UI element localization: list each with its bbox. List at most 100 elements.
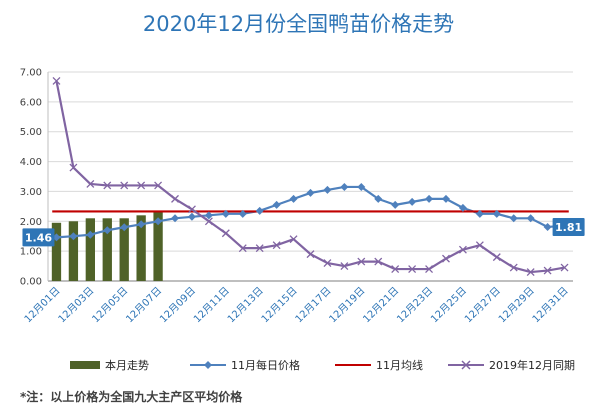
point	[255, 244, 264, 253]
point	[442, 254, 450, 263]
series-line	[55, 80, 565, 274]
y-tick-label: 7.00	[20, 68, 42, 79]
bar	[85, 218, 95, 281]
chart-title: 2020年12月份全国鸭苗价格走势	[142, 12, 455, 36]
point	[543, 222, 552, 231]
callout-label: 1.46	[25, 231, 52, 244]
value-callout: 1.81	[552, 217, 585, 236]
legend-item-nov-daily: 11月每日价格	[190, 357, 300, 373]
point	[137, 181, 146, 190]
y-tick-label: 2.00	[20, 217, 42, 228]
plot-area: 0.001.002.003.004.005.006.007.00 12月01日1…	[20, 68, 585, 326]
x-tick-label: 12月21日	[361, 285, 402, 326]
point	[306, 250, 315, 259]
point	[340, 182, 349, 191]
point	[391, 200, 400, 209]
x-tick-label: 12月07日	[124, 285, 165, 326]
x-axis-ticks: 12月01日12月03日12月05日12月07日12月09日12月11日12月1…	[22, 285, 571, 326]
gridlines	[47, 71, 573, 282]
point	[52, 76, 61, 85]
point	[374, 257, 383, 266]
x-tick-label: 12月19日	[327, 285, 368, 326]
x-tick-label: 12月23日	[395, 285, 436, 326]
legend: 本月走势 11月每日价格 11月均线 2019年12月同期	[0, 357, 597, 377]
legend-label-nov-daily: 11月每日价格	[231, 359, 300, 372]
x-tick-label: 12月31日	[530, 285, 571, 326]
point	[560, 263, 569, 272]
point	[86, 180, 95, 188]
point	[323, 185, 332, 194]
point	[187, 205, 196, 214]
x-tick-label: 12月11日	[191, 285, 232, 326]
point	[408, 265, 417, 274]
point	[221, 209, 230, 218]
point	[86, 230, 95, 239]
point	[120, 181, 129, 190]
y-tick-label: 6.00	[20, 97, 42, 108]
footnote: *注：以上价格为全国九大主产区平均价格	[20, 390, 243, 404]
point	[526, 268, 535, 277]
y-tick-label: 4.00	[20, 157, 42, 168]
bar	[51, 222, 62, 281]
point	[357, 182, 366, 191]
point	[103, 226, 112, 235]
point	[526, 214, 535, 223]
x-tick-label: 12月25日	[428, 285, 469, 326]
point	[441, 194, 450, 203]
point	[69, 163, 78, 172]
bar	[68, 221, 79, 281]
point	[475, 209, 484, 218]
point	[458, 245, 467, 254]
point	[272, 200, 281, 209]
point	[238, 244, 247, 253]
point	[255, 206, 264, 215]
line-markers	[52, 76, 569, 277]
bar	[153, 212, 163, 281]
y-tick-label: 5.00	[20, 127, 42, 138]
y-tick-label: 3.00	[20, 187, 42, 198]
point	[408, 197, 417, 206]
legend-swatch-dec-2019	[448, 360, 484, 370]
callout-label: 1.81	[555, 221, 582, 234]
point	[509, 214, 518, 223]
x-tick-label: 12月27日	[462, 285, 503, 326]
line-series	[52, 80, 569, 274]
point	[357, 257, 366, 266]
point	[425, 194, 434, 203]
point	[120, 223, 129, 232]
point	[323, 259, 332, 268]
bar	[119, 218, 129, 281]
point	[69, 232, 78, 241]
legend-item-nov-avg: 11月均线	[335, 357, 423, 373]
legend-label-bar: 本月走势	[105, 359, 149, 372]
point	[154, 181, 163, 190]
callout-box	[22, 228, 55, 247]
y-tick-label: 1.00	[20, 247, 42, 258]
point	[340, 262, 349, 271]
point	[289, 235, 298, 244]
point	[238, 209, 247, 218]
legend-label-nov-avg: 11月均线	[376, 359, 423, 372]
point	[103, 181, 112, 190]
legend-item-dec-2019: 2019年12月同期	[448, 357, 575, 373]
value-callout: 1.46	[22, 228, 55, 247]
point	[492, 253, 501, 262]
point	[306, 188, 315, 197]
point	[154, 217, 163, 226]
point	[204, 211, 213, 220]
x-tick-label: 12月09日	[157, 285, 198, 326]
point	[171, 214, 180, 223]
legend-swatch-nov-daily	[190, 361, 226, 369]
point	[492, 209, 501, 218]
value-callouts: 1.46 1.81	[22, 217, 585, 247]
point	[475, 241, 484, 250]
bar-series	[51, 212, 163, 281]
point	[137, 220, 146, 229]
x-tick-label: 12月29日	[496, 285, 537, 326]
legend-swatch-bar	[70, 361, 100, 369]
point	[391, 265, 400, 274]
x-tick-label: 12月17日	[293, 285, 334, 326]
point	[289, 194, 298, 203]
legend-swatch-nov-avg	[335, 364, 371, 366]
point	[458, 203, 467, 212]
